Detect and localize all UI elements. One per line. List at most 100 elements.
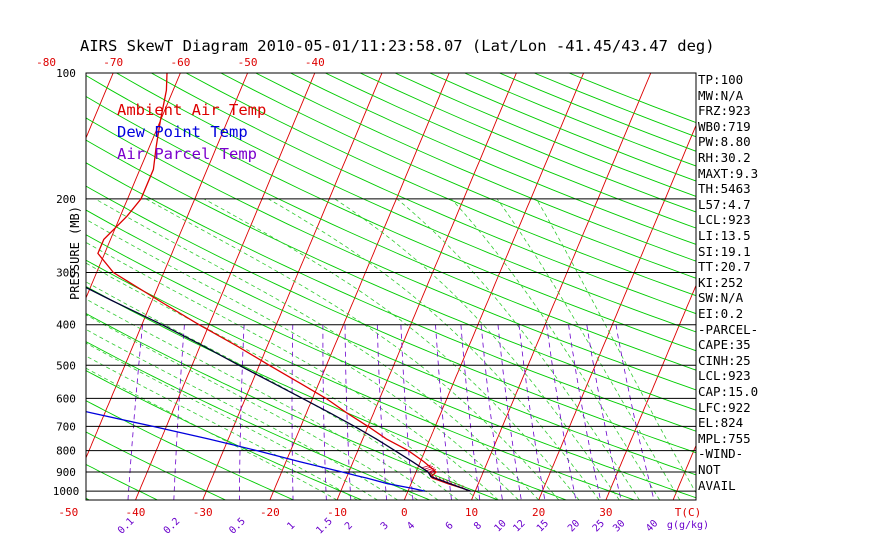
isotherm-line	[86, 73, 114, 140]
series-layer	[86, 73, 471, 492]
mixing-ratio-line	[322, 324, 327, 500]
pressure-tick-label: 1000	[53, 485, 80, 498]
stability-index-item: L57:4.7	[698, 196, 751, 212]
top-temp-tick-label: -70	[103, 56, 123, 69]
mixing-ratio-axis-label: g(g/kg)	[667, 520, 709, 531]
mixing-ratio-line	[460, 324, 481, 500]
dry-adiabat-line	[429, 73, 696, 182]
moist-adiabat-line	[86, 218, 519, 500]
top-temp-tick-label: -40	[305, 56, 325, 69]
moist-adiabat-line	[86, 355, 358, 500]
mixing-ratio-tick-label: 0.2	[162, 516, 183, 537]
mixing-ratio-tick-label: 0.1	[116, 516, 137, 537]
temperature-axis-label: T(C)	[675, 506, 702, 519]
bottom-temp-tick-label: 10	[465, 506, 478, 519]
moist-adiabat-line	[334, 198, 620, 500]
dry-adiabat-line	[255, 73, 696, 262]
pressure-tick-label: 200	[56, 193, 76, 206]
stability-index-item: SI:19.1	[698, 243, 751, 259]
mixing-ratio-line	[239, 324, 245, 500]
chart-title: AIRS SkewT Diagram 2010-05-01/11:23:58.0…	[80, 37, 715, 55]
cin-hatch-line	[429, 471, 434, 476]
mixing-ratio-line	[480, 324, 503, 500]
mixing-ratio-line	[173, 324, 185, 500]
mixing-ratio-line	[291, 324, 294, 500]
stability-index-item: RH:30.2	[698, 150, 751, 165]
moist-adiabat-line	[496, 198, 681, 500]
moist-adiabat-line	[203, 198, 580, 500]
dry-adiabat-line	[86, 259, 635, 500]
air-parcel-temp-line	[86, 286, 471, 492]
top-temp-tick-label: -50	[238, 56, 258, 69]
stability-index-item: LI:13.5	[698, 228, 751, 243]
pressure-tick-label: 800	[56, 445, 76, 458]
stability-index-item: CINH:25	[698, 352, 751, 368]
stability-index-item: CAPE:35	[698, 337, 751, 353]
mixing-ratio-line	[568, 324, 601, 500]
isotherm-line	[202, 73, 383, 500]
stability-index-item: TP:100	[698, 72, 744, 87]
isotherm-line	[0, 73, 46, 500]
dry-adiabat-line	[325, 73, 696, 229]
stability-index-item: MW:N/A	[698, 87, 744, 103]
stability-index-item: TT:20.7	[698, 259, 751, 275]
dry-adiabat-line	[86, 75, 696, 352]
stability-index-item: LCL:923	[698, 212, 751, 228]
stability-index-item: MPL:755	[698, 430, 751, 446]
dew-point-temp-line	[86, 410, 425, 492]
isotherm-line	[403, 73, 585, 500]
isobar-layer	[86, 198, 696, 492]
mixing-ratio-tick-label: 10	[493, 518, 509, 534]
moist-adiabat-line	[396, 198, 640, 500]
cin-hatch-line	[423, 465, 434, 470]
mixing-ratio-line	[518, 324, 546, 500]
mixing-ratio-tick-label: 2	[343, 520, 355, 532]
cin-hatch-line	[428, 468, 437, 473]
isotherm-line	[808, 73, 870, 500]
legend-ambient-air-temp: Ambient Air Temp	[117, 101, 267, 119]
bottom-temp-tick-label: -20	[260, 506, 280, 519]
stability-index-item: SW:N/A	[698, 290, 744, 306]
bottom-temp-tick-label: 30	[599, 506, 612, 519]
mixing-ratio-tick-label: 4	[405, 520, 417, 532]
dry-adiabat-line	[86, 162, 696, 432]
pressure-tick-label: 400	[56, 319, 76, 332]
legend-air-parcel-temp: Air Parcel Temp	[117, 145, 257, 163]
stability-index-item: WB0:719	[698, 118, 751, 134]
dry-adiabat-line	[86, 464, 158, 500]
top-temp-tick-label: -60	[170, 56, 190, 69]
isotherm-line	[269, 73, 450, 500]
dry-adiabat-line	[86, 431, 226, 500]
isotherm-line	[86, 73, 181, 300]
bottom-temp-tick-label: 0	[401, 506, 408, 519]
cin-hatch-line	[426, 467, 435, 472]
cin-hatch-line	[428, 470, 435, 474]
stability-index-item: TH:5463	[698, 181, 751, 197]
dry-adiabat-line	[86, 400, 294, 500]
stability-index-item: EI:0.2	[698, 306, 744, 321]
mixing-ratio-line	[435, 324, 452, 500]
dry-adiabat-line	[185, 73, 696, 297]
stability-index-item: AVAIL	[698, 477, 736, 493]
stability-index-item: LCL:923	[698, 368, 751, 384]
stability-index-item: CAP:15.0	[698, 384, 759, 399]
stability-index-item: KI:252	[698, 274, 744, 290]
dry-adiabat-line	[86, 117, 696, 391]
moist-adiabat-line	[86, 328, 398, 500]
stability-index-item: PW:8.80	[698, 134, 751, 150]
moist-adiabat-line	[145, 198, 560, 500]
dry-adiabat-line	[86, 285, 567, 500]
dry-adiabat-line	[86, 313, 499, 500]
stability-index-item: NOT	[698, 462, 721, 477]
pressure-tick-label: 100	[56, 67, 76, 80]
mixing-ratio-line	[546, 324, 577, 500]
bottom-temp-tick-label: -10	[327, 506, 347, 519]
bottom-temp-tick-label: -50	[58, 506, 78, 519]
bottom-temp-tick-label: -30	[193, 506, 213, 519]
mixing-ratio-tick-label: 6	[444, 520, 456, 532]
isotherm-line	[86, 73, 249, 459]
isotherm-line	[740, 73, 870, 500]
mixing-ratio-line	[376, 324, 387, 500]
pressure-tick-label: 900	[56, 466, 76, 479]
mixing-ratio-tick-label: 40	[644, 518, 660, 534]
